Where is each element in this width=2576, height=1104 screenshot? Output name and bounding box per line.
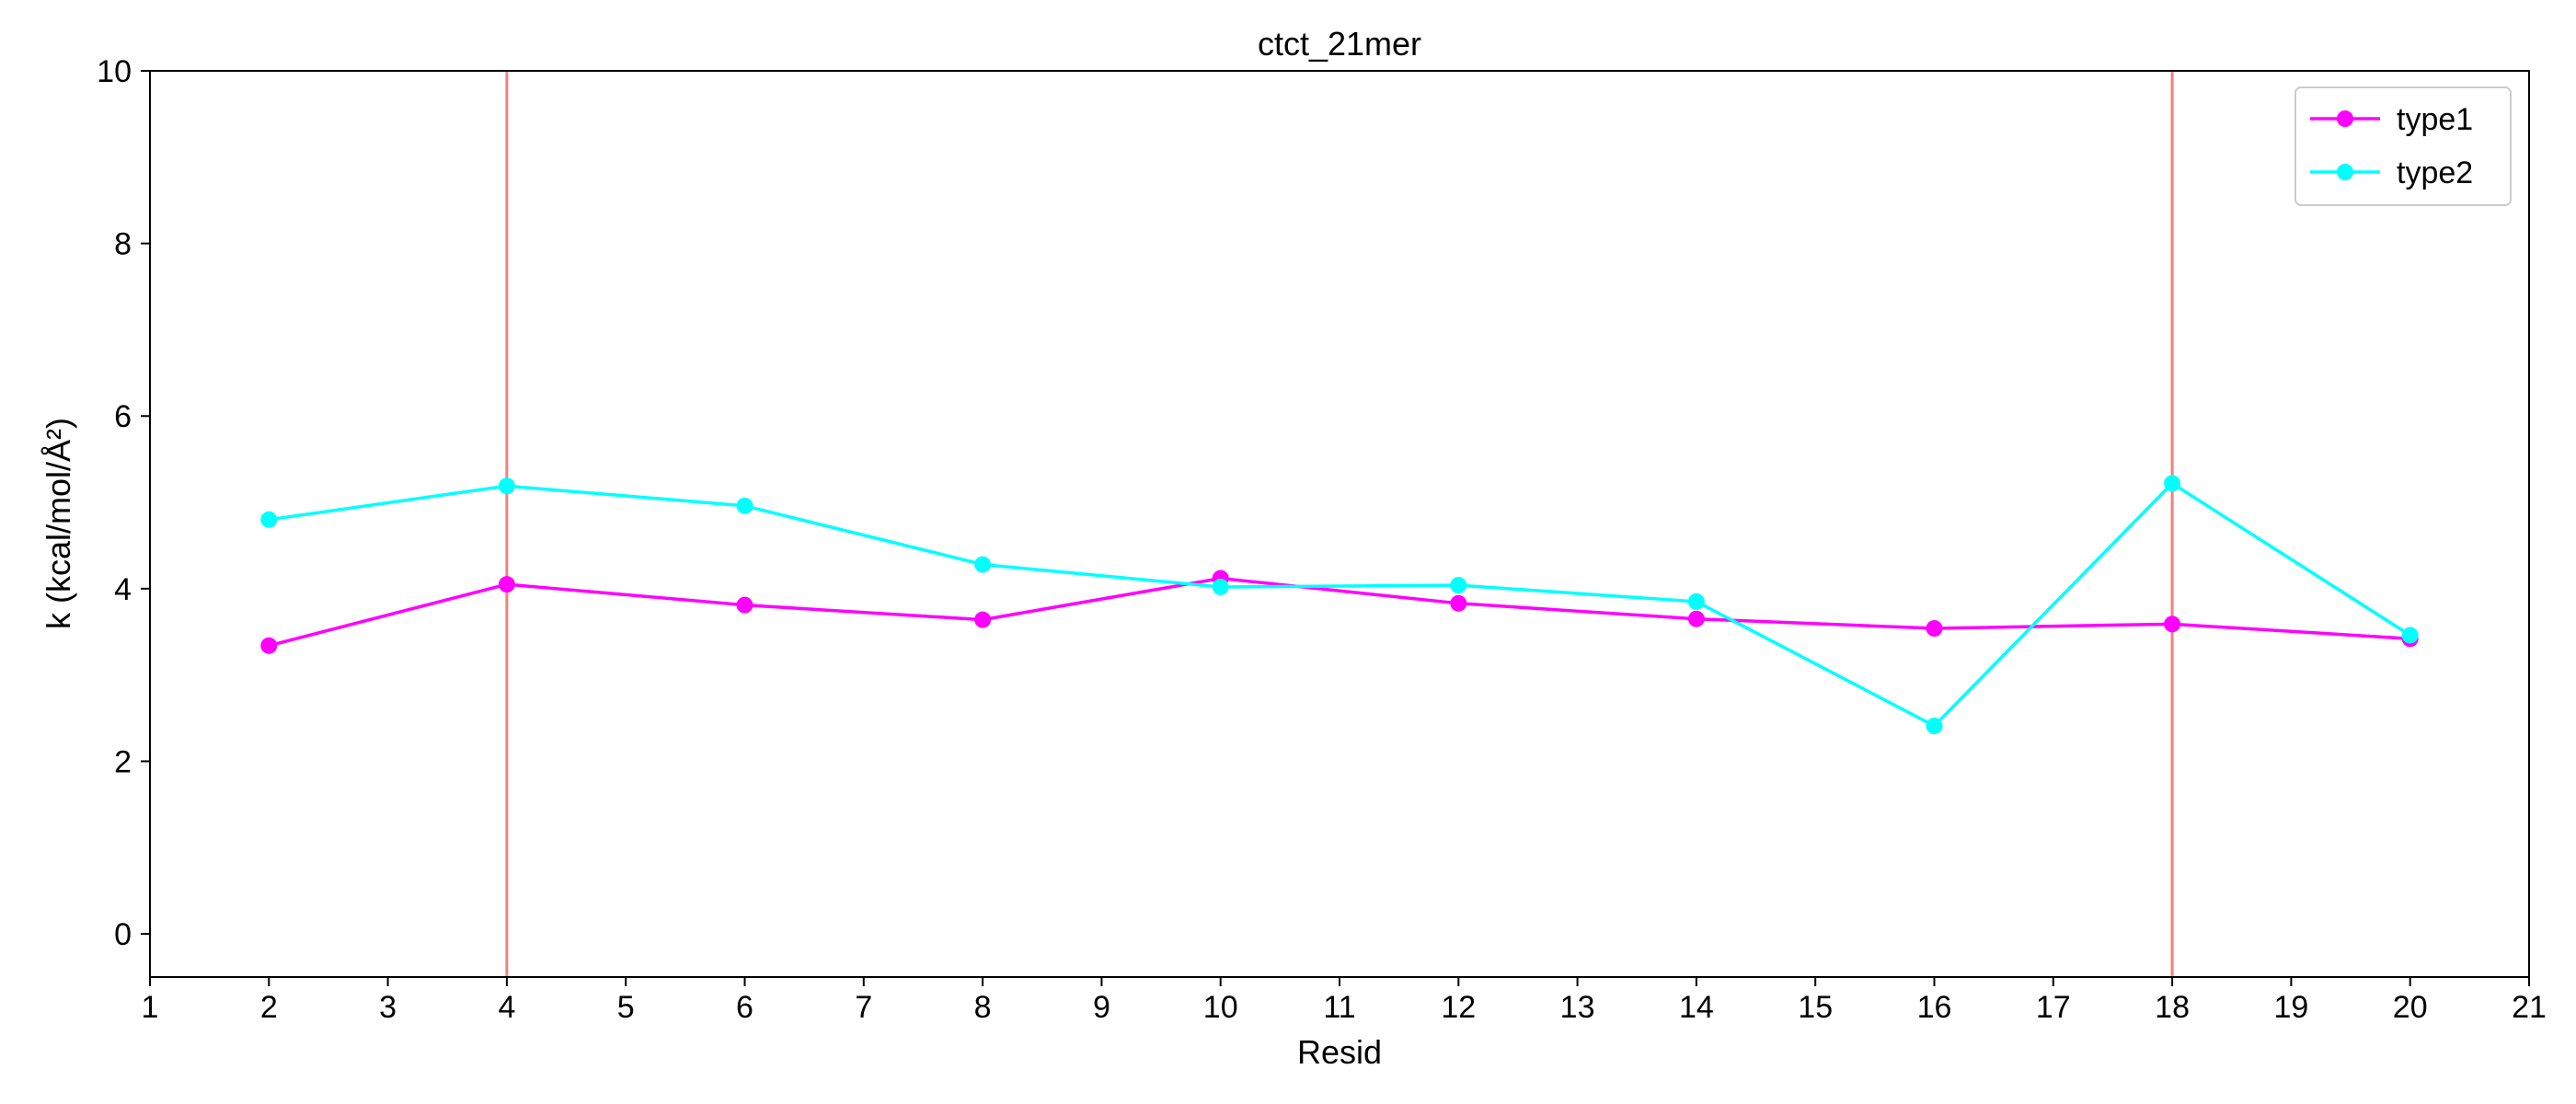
data-point-type2-20: [2401, 627, 2419, 644]
data-point-type2-12: [1450, 577, 1467, 594]
data-point-type2-2: [260, 511, 278, 528]
legend-label-type2: type2: [2397, 155, 2473, 190]
y-tick-label-8: 8: [114, 227, 132, 262]
legend: type1 type2: [2294, 86, 2512, 206]
data-point-type1-8: [974, 611, 992, 628]
vertical-reference-lines: [505, 71, 2174, 977]
data-point-type1-6: [736, 596, 753, 614]
y-axis-title: k (kcal/mol/Å²): [40, 418, 77, 629]
x-tick-label-10: 10: [1203, 990, 1238, 1025]
series-layer: [260, 475, 2419, 735]
x-tick-label-14: 14: [1679, 990, 1714, 1025]
x-tick-label-15: 15: [1798, 990, 1833, 1025]
x-tick-label-18: 18: [2155, 990, 2190, 1025]
data-point-type1-12: [1450, 594, 1467, 612]
series-line-type2: [269, 481, 2411, 729]
x-tick-label-1: 1: [142, 990, 159, 1025]
x-tick-label-16: 16: [1917, 990, 1952, 1025]
data-point-type2-16: [1926, 718, 1943, 735]
y-axis: 0 2 4 6 8 10: [97, 54, 150, 952]
x-tick-label-2: 2: [260, 990, 278, 1025]
data-point-type2-10: [1212, 578, 1229, 595]
data-point-type2-18: [2164, 475, 2181, 492]
data-point-type2-14: [1687, 592, 1705, 610]
x-tick-label-13: 13: [1560, 990, 1595, 1025]
data-point-type2-6: [736, 497, 753, 514]
data-point-type1-4: [498, 576, 515, 593]
x-tick-label-12: 12: [1441, 990, 1476, 1025]
data-point-type1-18: [2164, 615, 2181, 633]
x-tick-label-9: 9: [1093, 990, 1110, 1025]
x-tick-label-4: 4: [498, 990, 515, 1025]
x-tick-label-8: 8: [974, 990, 992, 1025]
data-point-type1-14: [1687, 610, 1705, 627]
y-tick-label-10: 10: [97, 54, 132, 89]
x-axis-title: Resid: [1297, 1033, 1382, 1071]
y-tick-label-6: 6: [114, 399, 132, 434]
x-tick-label-3: 3: [379, 990, 397, 1025]
y-tick-label-4: 4: [114, 572, 132, 607]
x-tick-label-7: 7: [855, 990, 872, 1025]
chart-title: ctct_21mer: [1258, 25, 1421, 63]
data-point-type1-16: [1926, 620, 1943, 638]
y-tick-label-0: 0: [114, 917, 132, 952]
data-point-type2-8: [974, 556, 992, 573]
legend-marker-type1: [2337, 110, 2353, 127]
x-tick-label-6: 6: [736, 990, 753, 1025]
x-tick-label-20: 20: [2393, 990, 2428, 1025]
y-tick-label-2: 2: [114, 744, 132, 779]
x-tick-label-19: 19: [2273, 990, 2308, 1025]
data-point-type2-4: [498, 477, 515, 495]
x-tick-label-11: 11: [1323, 990, 1355, 1025]
x-axis: 1 2 3 4 5 6 7 8 9 10 11 12 13 14 15 16 17 18 19 20 21: [142, 977, 2547, 1025]
x-tick-label-21: 21: [2512, 990, 2547, 1025]
legend-marker-type2: [2337, 164, 2353, 180]
x-tick-label-5: 5: [617, 990, 635, 1025]
legend-label-type1: type1: [2397, 102, 2473, 137]
data-point-type1-2: [260, 637, 278, 654]
series-line-type1: [268, 576, 2410, 648]
x-tick-label-17: 17: [2036, 990, 2071, 1025]
